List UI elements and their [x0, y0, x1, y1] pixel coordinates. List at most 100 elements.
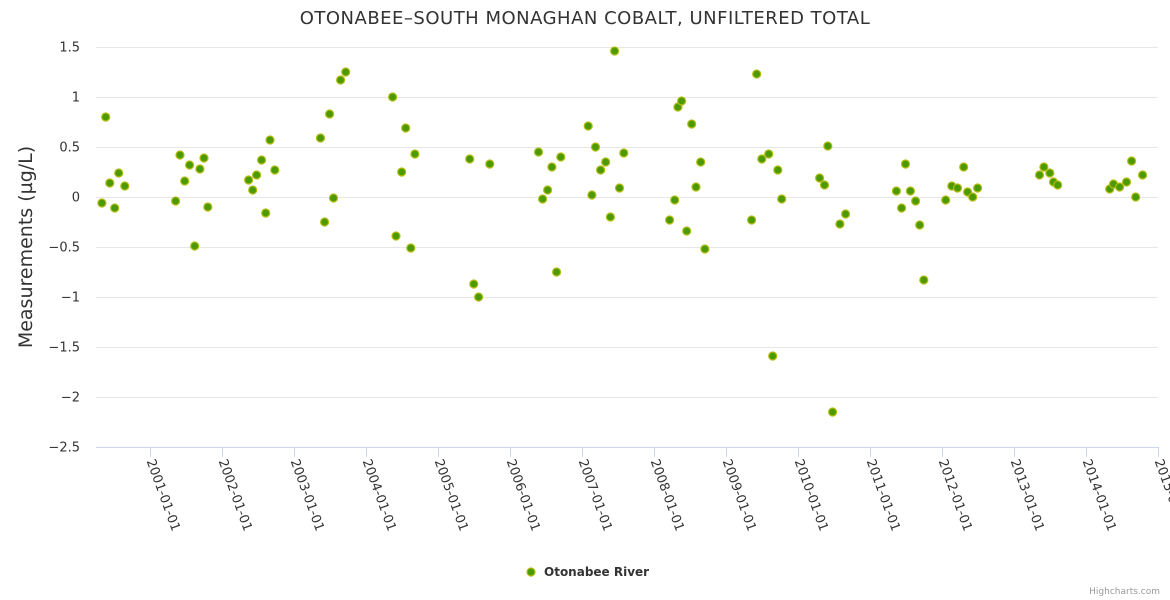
data-point[interactable]	[101, 112, 111, 122]
data-point[interactable]	[401, 123, 411, 133]
data-point[interactable]	[105, 178, 115, 188]
chart-title: OTONABEE–SOUTH MONAGHAN COBALT, UNFILTER…	[300, 8, 871, 29]
data-point[interactable]	[261, 208, 271, 218]
data-point[interactable]	[485, 159, 495, 169]
data-point[interactable]	[110, 203, 120, 213]
data-point[interactable]	[583, 121, 593, 131]
data-point[interactable]	[768, 351, 778, 361]
data-point[interactable]	[814, 173, 825, 183]
data-point[interactable]	[341, 67, 351, 77]
data-point[interactable]	[1053, 180, 1063, 190]
data-point[interactable]	[687, 119, 697, 129]
data-point[interactable]	[391, 231, 401, 241]
data-point[interactable]	[270, 165, 280, 175]
data-point[interactable]	[972, 183, 983, 193]
data-point[interactable]	[823, 141, 833, 151]
data-point[interactable]	[328, 193, 339, 203]
data-point[interactable]	[180, 176, 190, 186]
data-point[interactable]	[171, 196, 181, 206]
data-point[interactable]	[315, 133, 326, 143]
data-point[interactable]	[601, 157, 611, 167]
data-point[interactable]	[746, 215, 757, 225]
data-point[interactable]	[587, 190, 597, 200]
data-point[interactable]	[1126, 156, 1137, 166]
data-point[interactable]	[959, 162, 969, 172]
data-point[interactable]	[474, 292, 484, 302]
data-point[interactable]	[827, 407, 838, 417]
data-point[interactable]	[773, 165, 783, 175]
data-point[interactable]	[265, 135, 275, 145]
data-point[interactable]	[199, 153, 209, 163]
data-point[interactable]	[595, 165, 606, 175]
data-point[interactable]	[185, 160, 195, 170]
data-point[interactable]	[114, 168, 124, 178]
data-point[interactable]	[614, 183, 625, 193]
credits-link[interactable]: Highcharts.com	[1089, 587, 1160, 597]
y-tick-label: 1	[72, 91, 80, 106]
data-point[interactable]	[325, 109, 335, 119]
data-point[interactable]	[547, 162, 557, 172]
data-point[interactable]	[691, 182, 701, 192]
data-point[interactable]	[252, 170, 262, 180]
data-point[interactable]	[757, 154, 767, 164]
data-point[interactable]	[195, 164, 205, 174]
data-point[interactable]	[551, 267, 562, 277]
data-point[interactable]	[537, 194, 548, 204]
legend[interactable]: Otonabee River	[526, 565, 649, 579]
data-point[interactable]	[696, 157, 706, 167]
data-point[interactable]	[175, 150, 185, 160]
data-point[interactable]	[397, 167, 407, 177]
data-point[interactable]	[406, 243, 416, 253]
data-point[interactable]	[905, 186, 916, 196]
data-point[interactable]	[469, 279, 479, 289]
data-point[interactable]	[609, 46, 620, 56]
data-point[interactable]	[752, 69, 762, 79]
data-point[interactable]	[1137, 170, 1148, 180]
data-point[interactable]	[248, 185, 258, 195]
data-point[interactable]	[764, 149, 774, 159]
data-point[interactable]	[257, 155, 267, 165]
data-point[interactable]	[320, 217, 330, 227]
data-point[interactable]	[190, 241, 200, 251]
data-point[interactable]	[388, 92, 398, 102]
data-point[interactable]	[915, 220, 925, 230]
data-point[interactable]	[941, 195, 951, 205]
data-point[interactable]	[670, 195, 680, 205]
data-point[interactable]	[203, 202, 213, 212]
data-point[interactable]	[556, 152, 566, 162]
data-point[interactable]	[533, 147, 544, 157]
data-point[interactable]	[700, 244, 710, 254]
data-point[interactable]	[840, 209, 851, 219]
data-point[interactable]	[896, 203, 907, 213]
data-point[interactable]	[835, 219, 845, 229]
data-point[interactable]	[605, 212, 616, 222]
data-point[interactable]	[968, 192, 978, 202]
data-point[interactable]	[891, 186, 902, 196]
data-point[interactable]	[664, 215, 675, 225]
data-point[interactable]	[590, 142, 601, 152]
data-point[interactable]	[1045, 168, 1055, 178]
data-point[interactable]	[244, 175, 254, 185]
data-point[interactable]	[900, 159, 911, 169]
data-point[interactable]	[97, 198, 107, 208]
data-point[interactable]	[919, 275, 929, 285]
data-point[interactable]	[619, 148, 629, 158]
data-point[interactable]	[1034, 170, 1045, 180]
data-point[interactable]	[1114, 182, 1125, 192]
y-axis-ticks: 1.5 1 0.5 0 −0.5 −1 −1.5 −2 −2.5	[48, 41, 80, 456]
legend-item-otonabee-river[interactable]: Otonabee River	[544, 565, 649, 579]
data-point[interactable]	[1131, 192, 1141, 202]
data-point[interactable]	[465, 154, 475, 164]
data-point[interactable]	[777, 194, 787, 204]
data-point[interactable]	[952, 183, 963, 193]
data-point[interactable]	[676, 96, 687, 106]
data-point[interactable]	[410, 149, 420, 159]
data-point[interactable]	[1039, 162, 1049, 172]
data-point[interactable]	[1121, 177, 1132, 187]
data-point[interactable]	[819, 180, 830, 190]
data-point[interactable]	[336, 75, 346, 85]
data-point[interactable]	[120, 181, 130, 191]
data-point[interactable]	[682, 226, 692, 236]
data-point[interactable]	[542, 185, 553, 195]
data-point[interactable]	[910, 196, 921, 206]
